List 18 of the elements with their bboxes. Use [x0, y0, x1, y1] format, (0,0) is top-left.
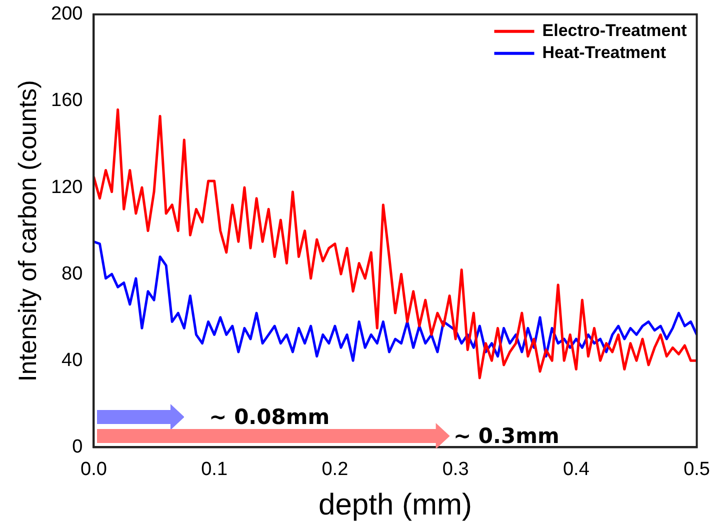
annotation: ~ 0.08mm: [209, 404, 330, 429]
y-tick-label: 80: [62, 263, 83, 284]
x-tick-label: 0.2: [322, 458, 348, 480]
y-tick-label: 40: [62, 350, 83, 371]
y-tick-label: 120: [51, 176, 83, 198]
x-tick-label: 0.0: [80, 458, 107, 480]
legend-label: Electro-Treatment: [542, 21, 688, 40]
x-tick-label: 0.5: [684, 458, 710, 480]
x-tick-label: 0.1: [201, 458, 228, 480]
annotation: ~ 0.3mm: [454, 424, 560, 448]
y-axis-title: Intensity of carbon (counts): [14, 80, 42, 382]
x-tick-label: 0.4: [562, 458, 590, 480]
x-axis-title: depth (mm): [318, 488, 472, 522]
legend-label: Heat-Treatment: [542, 43, 666, 62]
y-tick-label: 200: [51, 4, 83, 25]
y-tick-label: 160: [51, 90, 83, 112]
x-tick-label: 0.3: [442, 458, 469, 480]
y-tick-label: 0: [72, 436, 83, 458]
